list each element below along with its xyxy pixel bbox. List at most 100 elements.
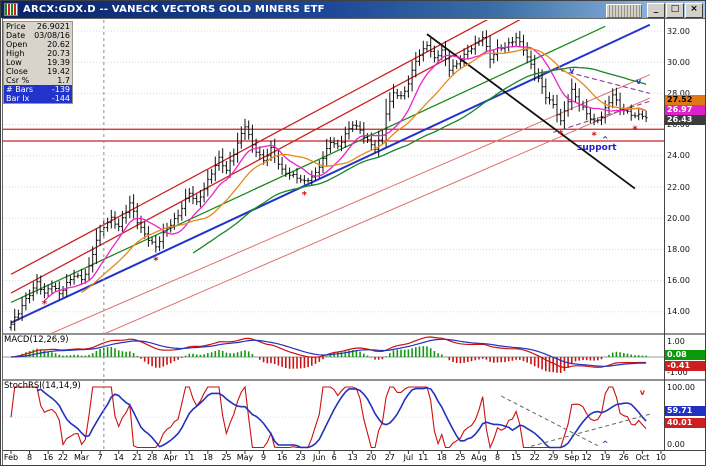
stochrsi-d-line <box>36 387 647 449</box>
time-tick-label: 15 <box>511 453 522 462</box>
time-tick-label: Apr <box>163 453 178 462</box>
pivot-asterisk: * <box>558 129 564 140</box>
chart-app-icon <box>4 3 18 16</box>
time-tick-label: 23 <box>295 453 306 462</box>
time-tick-label: 11 <box>184 453 195 462</box>
stoch-k-value-tag: 40.01 <box>665 418 705 428</box>
ma-value-tag: 26.97 <box>665 105 705 115</box>
sma20-line <box>81 48 647 293</box>
pivot-asterisk: * <box>591 131 597 142</box>
support-annotation: support <box>577 143 617 153</box>
macd-pane-label: MACD(12,26,9) <box>4 335 69 345</box>
close-button[interactable]: × <box>685 3 703 18</box>
time-tick-label: 20 <box>366 453 377 462</box>
time-tick-label: May <box>236 453 254 462</box>
minimize-button[interactable]: _ <box>647 3 665 18</box>
time-tick-label: 19 <box>600 453 611 462</box>
info-row: Csr % 1.7 <box>6 76 70 85</box>
time-tick-label: 28 <box>147 453 158 462</box>
time-tick-label: Mar <box>74 453 90 462</box>
time-tick-label: 22 <box>57 453 69 462</box>
price-axis-label: 18.00 <box>667 244 690 254</box>
pivot-asterisk: * <box>153 255 159 266</box>
stoch-d-value-tag: 59.71 <box>665 406 705 416</box>
time-tick-label: Aug <box>471 453 487 462</box>
signal-mark: ^ <box>602 135 609 144</box>
time-tick-label: 25 <box>221 453 232 462</box>
macd-axis-label: -1.00 <box>667 368 688 377</box>
pivot-asterisk: * <box>302 190 308 201</box>
info-row: Price 26.9021 <box>6 22 70 31</box>
info-row: High 20.73 <box>6 49 70 58</box>
macd-signal-line <box>10 338 647 367</box>
time-tick-label: 16 <box>43 453 54 462</box>
stoch-axis-label: 0.00 <box>667 440 685 449</box>
price-axis-label: 16.00 <box>667 276 690 286</box>
price-axis-label: 30.00 <box>667 57 690 67</box>
time-tick-label: Jul <box>403 453 414 462</box>
info-row: Low 19.39 <box>6 58 70 67</box>
signal-mark: ^ <box>602 439 609 448</box>
macd-line <box>10 336 647 369</box>
sma50-line <box>192 66 647 254</box>
pivot-asterisk: * <box>42 299 48 310</box>
stoch-axis-label: 100.00 <box>667 383 695 392</box>
info-row: Date 03/08/16 <box>6 31 70 40</box>
title-bar[interactable]: ARCX:GDX.D -- VANECK VECTORS GOLD MINERS… <box>1 1 705 18</box>
stochrsi-k-line <box>10 385 647 449</box>
price-axis-label: 32.00 <box>667 26 690 36</box>
info-row-highlight: Bar Ix -144 <box>4 94 72 103</box>
price-gridlines <box>3 30 664 313</box>
signal-mark: v <box>640 388 646 397</box>
time-tick-label: 26 <box>618 453 629 462</box>
time-tick-label: 25 <box>455 453 466 462</box>
time-tick-label: 14 <box>113 453 124 462</box>
time-tick-label: 18 <box>436 453 447 462</box>
time-tick-label: 27 <box>384 453 395 462</box>
stoch-pane-label: StochRSI(14,14,9) <box>4 381 81 391</box>
macd-histogram-negative <box>140 357 606 373</box>
time-tick-label: 12 <box>581 453 592 462</box>
ma-value-tag: 27.52 <box>665 95 705 105</box>
signal-mark: v <box>636 77 642 86</box>
window-controls: _ □ × <box>606 3 703 18</box>
last-price-tag: 26.43 <box>665 115 705 125</box>
macd-hist-value-tag: 0.08 <box>665 350 705 360</box>
time-tick-label: 18 <box>202 453 213 462</box>
time-tick-label: 22 <box>529 453 540 462</box>
cursor-info-panel: Price 26.9021 Date 03/08/16 Open 20.62 High 20.… <box>3 21 73 104</box>
price-axis-label: 20.00 <box>667 213 690 223</box>
time-tick-label: 6 <box>331 453 337 462</box>
time-tick-label: 13 <box>347 453 358 462</box>
price-axis-label: 22.00 <box>667 182 690 192</box>
time-tick-label: 8 <box>494 453 501 462</box>
toolbar-handle[interactable] <box>606 3 642 18</box>
sma10-line <box>43 45 647 302</box>
time-tick-label: 9 <box>261 453 267 462</box>
macd-axis-label: 1.00 <box>667 337 685 346</box>
time-tick-label: Jun <box>313 453 326 462</box>
info-row: Close 19.42 <box>6 67 70 76</box>
stoch-pane: ^v <box>3 385 664 449</box>
time-tick-label: Oct <box>635 453 650 462</box>
time-tick-label: 7 <box>97 453 103 462</box>
price-pane: * * * * * * v v ^ <box>3 20 664 333</box>
time-tick-label: 29 <box>548 453 559 462</box>
info-row-highlight: # Bars -139 <box>4 85 72 94</box>
window-title: ARCX:GDX.D -- VANECK VECTORS GOLD MINERS… <box>23 4 325 15</box>
time-tick-label: 10 <box>655 453 667 462</box>
info-row: Open 20.62 <box>6 40 70 49</box>
macd-histogram-positive <box>13 346 647 357</box>
maximize-button[interactable]: □ <box>666 3 684 18</box>
chart-chrome <box>2 18 705 465</box>
time-tick-label: Sep <box>564 453 580 462</box>
pivot-asterisk: * <box>632 124 638 135</box>
price-axis-label: 28.00 <box>667 88 690 98</box>
price-axis-label: 24.00 <box>667 151 690 161</box>
time-tick-label: Feb <box>3 453 19 462</box>
time-tick-label: 21 <box>132 453 143 462</box>
macd-value-tag: -0.41 <box>665 361 705 371</box>
time-tick-label: 11 <box>418 453 429 462</box>
